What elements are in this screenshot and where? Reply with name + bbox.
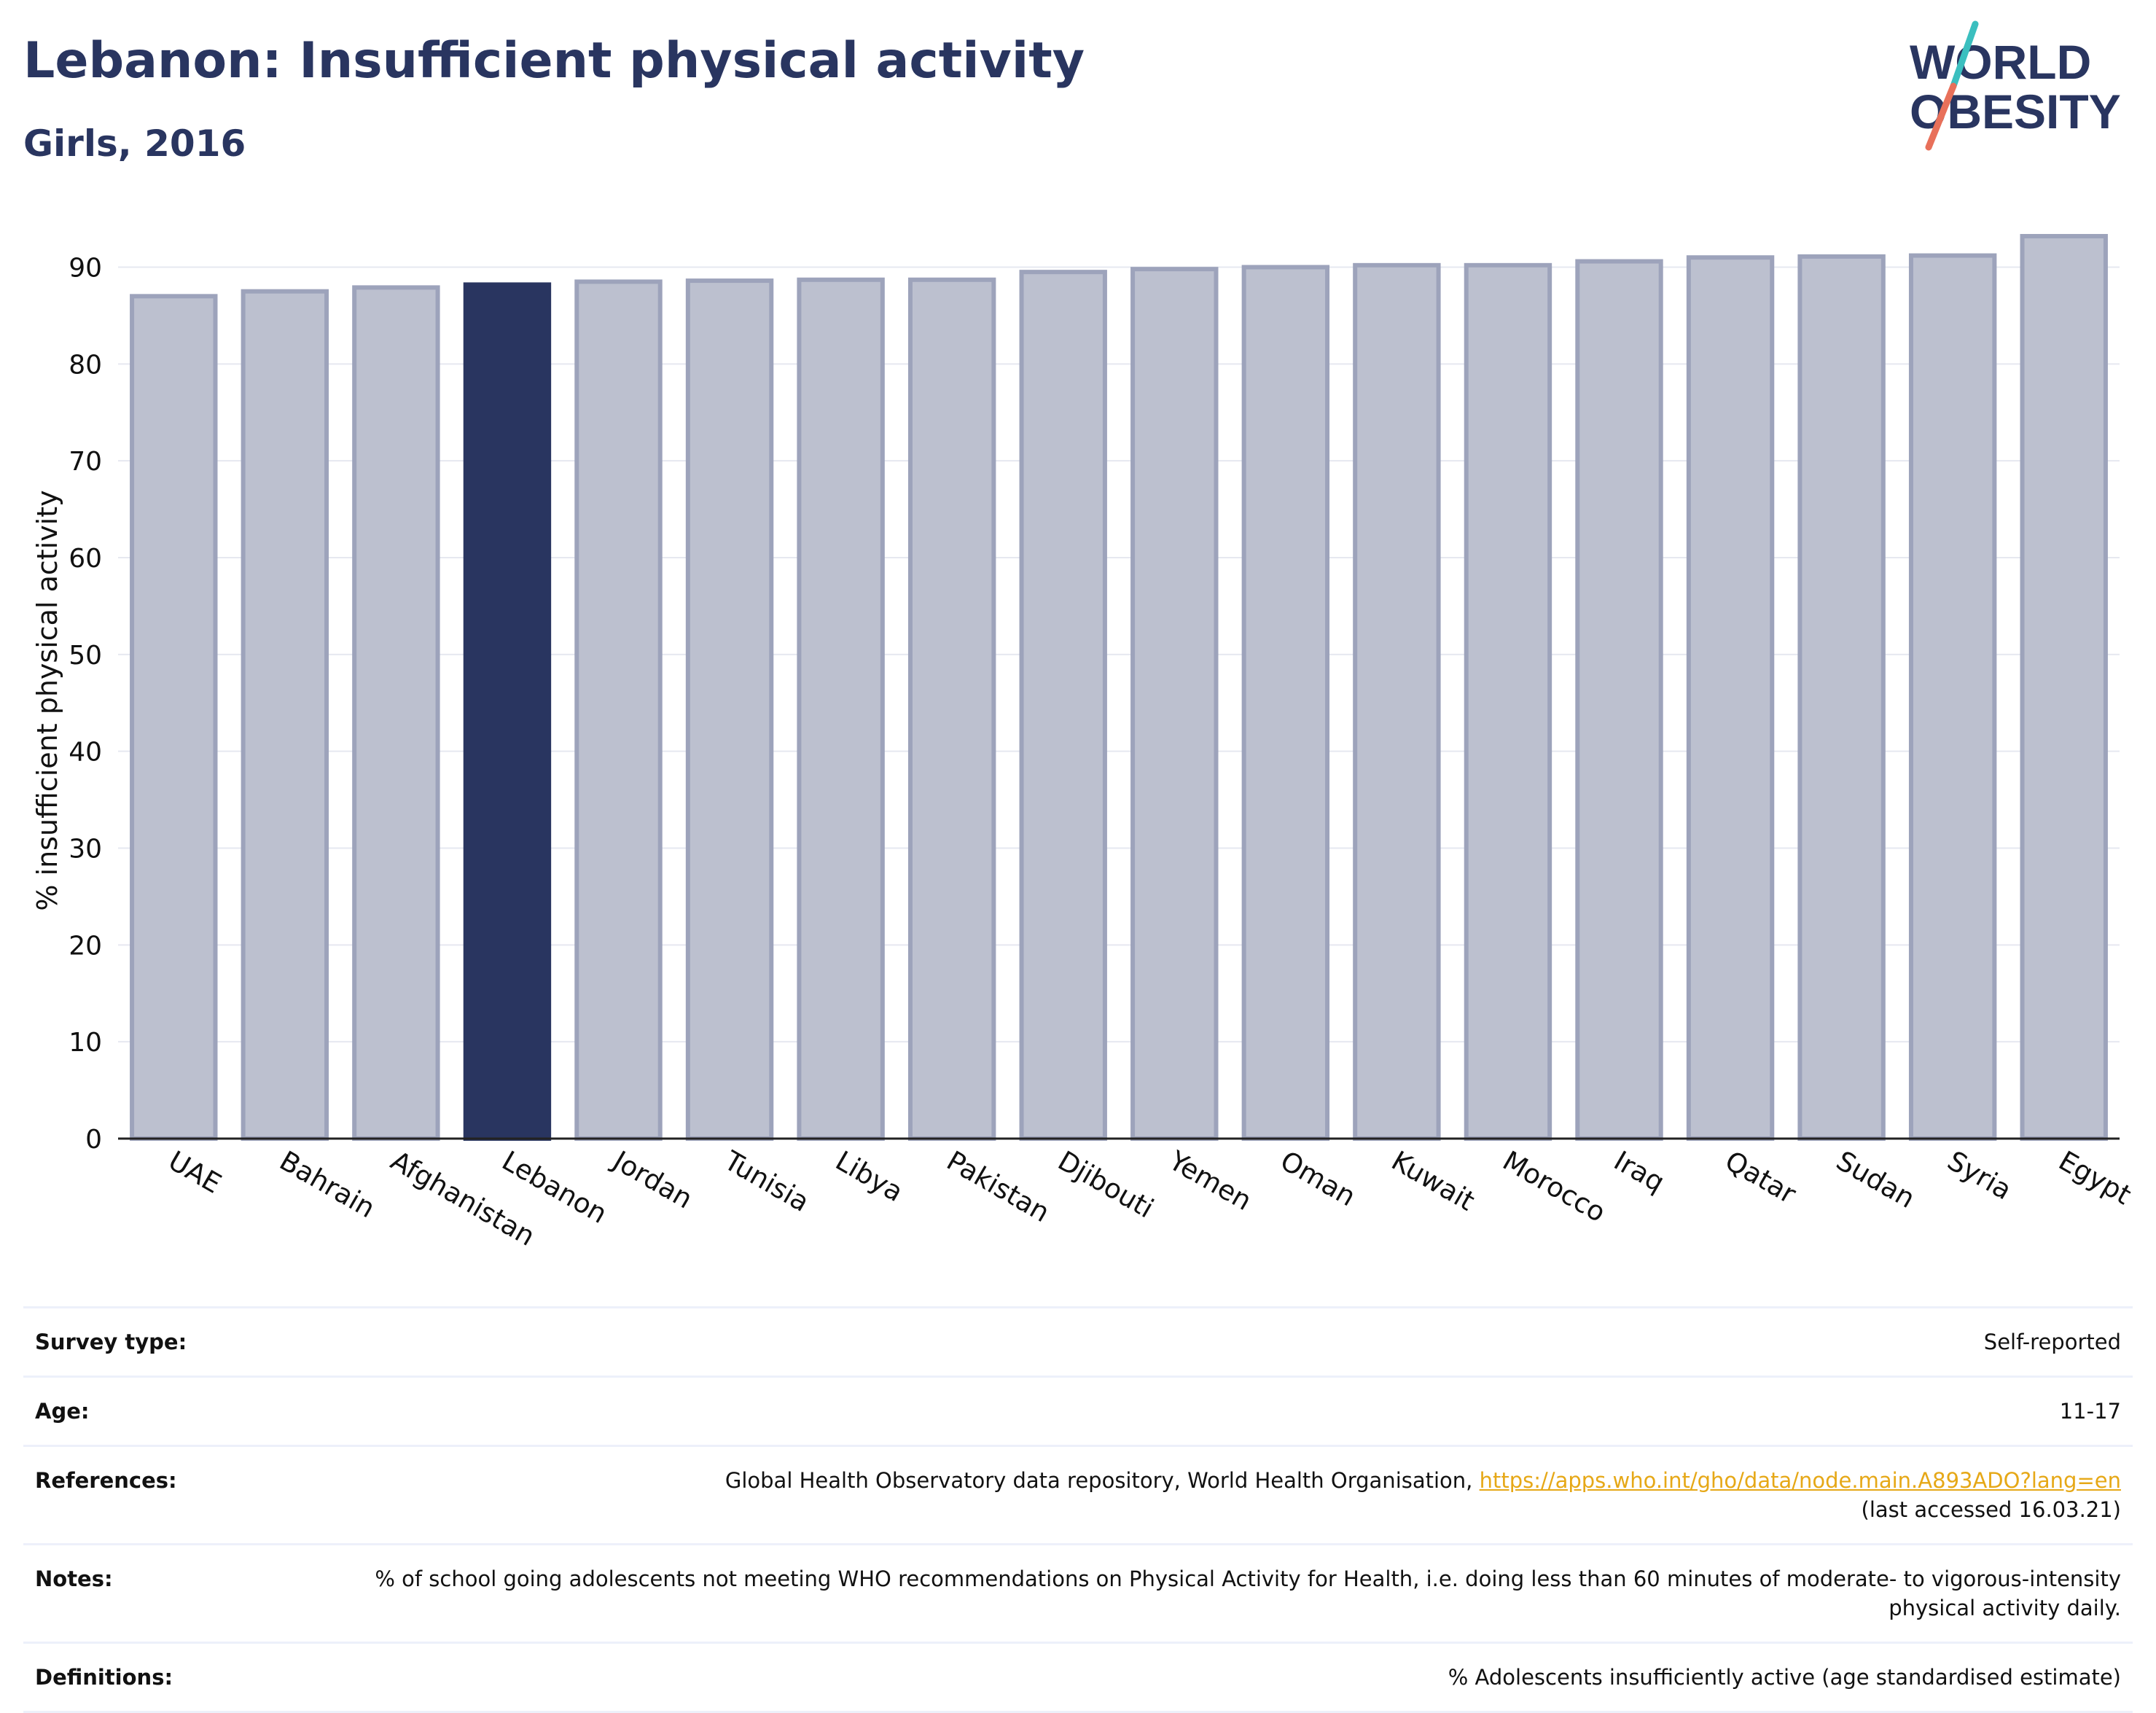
world-obesity-logo: WORLD OBESITY <box>1910 20 2121 151</box>
bar-bahrain <box>241 289 329 1141</box>
bar-egypt <box>2020 233 2108 1142</box>
age-label: Age: <box>23 1376 353 1447</box>
info-row-definitions: Definitions: % Adolescents insufficientl… <box>23 1642 2133 1713</box>
y-tick-label: 80 <box>69 350 102 380</box>
y-axis-label: % insufficient physical activity <box>31 490 63 910</box>
x-tick-label: Libya <box>830 1145 908 1209</box>
x-tick-label: Kuwait <box>1386 1145 1480 1217</box>
info-row-references: References: Global Health Observatory da… <box>23 1445 2133 1545</box>
bar-tunisia <box>685 278 774 1142</box>
references-accessed: (last accessed 16.03.21) <box>1861 1497 2121 1522</box>
x-tick-label: Jordan <box>606 1144 698 1215</box>
age-value: 11-17 <box>353 1376 2133 1447</box>
bar-syria <box>1908 253 1997 1141</box>
x-tick-label: Qatar <box>1720 1145 1802 1211</box>
y-axis-ticks: 0 10 20 30 40 50 60 70 80 90 <box>69 253 102 1155</box>
bar-oman <box>1241 265 1330 1142</box>
page-title: Lebanon: Insufficient physical activity <box>23 32 1085 90</box>
y-tick-label: 90 <box>69 253 102 283</box>
survey-type-label: Survey type: <box>23 1306 353 1378</box>
x-tick-label: Morocco <box>1497 1145 1611 1229</box>
bar-pakistan <box>907 277 996 1142</box>
x-tick-label: Yemen <box>1163 1144 1257 1217</box>
logo-slash-top <box>1950 20 1979 90</box>
bar-yemen <box>1130 267 1219 1141</box>
x-tick-label: UAE <box>163 1145 227 1200</box>
definitions-label: Definitions: <box>23 1642 353 1713</box>
y-tick-label: 0 <box>85 1125 102 1155</box>
bar-libya <box>797 277 885 1142</box>
bar-afghanistan <box>352 285 440 1141</box>
bar-uae <box>130 294 218 1141</box>
y-tick-label: 40 <box>69 738 102 768</box>
x-tick-label: Sudan <box>1831 1145 1920 1215</box>
bar-iraq <box>1575 259 1663 1141</box>
bar-qatar <box>1686 255 1775 1142</box>
y-tick-label: 10 <box>69 1028 102 1058</box>
x-tick-label: Pakistan <box>942 1145 1055 1229</box>
x-tick-label: Tunisia <box>719 1144 815 1218</box>
y-tick-label: 20 <box>69 931 102 961</box>
info-row-age: Age: 11-17 <box>23 1376 2133 1447</box>
x-tick-label: Oman <box>1275 1145 1361 1213</box>
bar-kuwait <box>1353 262 1441 1141</box>
notes-label: Notes: <box>23 1543 353 1644</box>
y-tick-label: 50 <box>69 641 102 671</box>
x-tick-label: Iraq <box>1609 1145 1670 1198</box>
logo-text-world: WORLD <box>1910 35 2091 89</box>
chart-bars <box>130 233 2108 1142</box>
info-row-survey-type: Survey type: Self-reported <box>23 1306 2133 1378</box>
bar-morocco <box>1464 262 1552 1141</box>
x-tick-label: Syria <box>1942 1145 2018 1206</box>
logo-slash-bottom <box>1925 82 1957 151</box>
y-tick-label: 30 <box>69 834 102 864</box>
x-tick-label: Egypt <box>2053 1145 2136 1211</box>
references-text: Global Health Observatory data repositor… <box>724 1468 1480 1493</box>
references-link[interactable]: https://apps.who.int/gho/data/node.main.… <box>1479 1468 2121 1493</box>
x-tick-label: Bahrain <box>274 1145 380 1225</box>
bar-djibouti <box>1019 270 1107 1142</box>
notes-value: % of school going adolescents not meetin… <box>353 1543 2133 1644</box>
bar-sudan <box>1797 254 1886 1141</box>
y-tick-label: 70 <box>69 447 102 477</box>
references-value: Global Health Observatory data repositor… <box>353 1445 2133 1545</box>
info-row-notes: Notes: % of school going adolescents not… <box>23 1543 2133 1644</box>
bar-lebanon <box>463 282 552 1142</box>
bar-jordan <box>574 279 663 1141</box>
references-label: References: <box>23 1445 353 1545</box>
x-tick-label: Djibouti <box>1052 1145 1159 1225</box>
page-subtitle: Girls, 2016 <box>23 122 246 165</box>
definitions-value: % Adolescents insufficiently active (age… <box>353 1642 2133 1713</box>
info-table: Survey type: Self-reported Age: 11-17 Re… <box>23 1306 2133 1713</box>
survey-type-value: Self-reported <box>353 1306 2133 1378</box>
y-tick-label: 60 <box>69 544 102 574</box>
